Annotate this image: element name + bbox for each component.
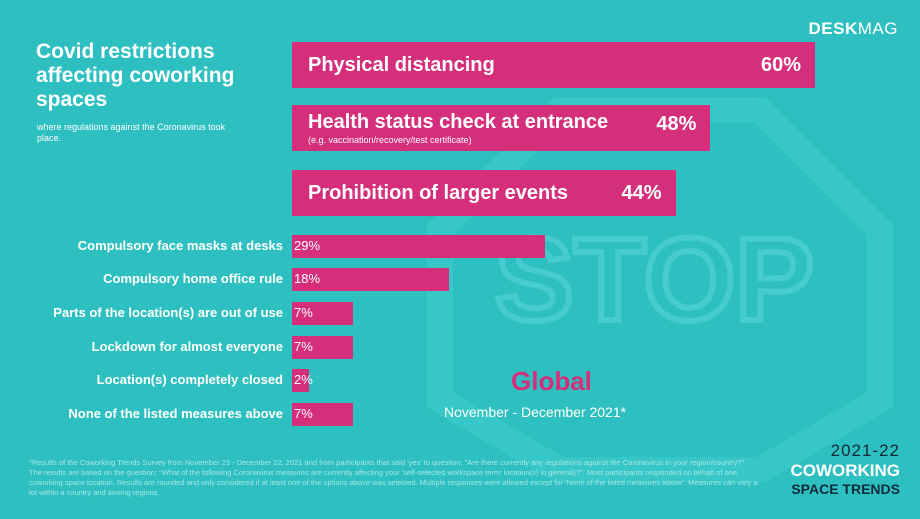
bar-5	[292, 268, 449, 291]
bar-1: Physical distancing 60%	[292, 42, 815, 88]
brand-part2: MAG	[857, 19, 898, 38]
bar-6	[292, 302, 354, 325]
trends-line2: SPACE TRENDS	[791, 481, 900, 497]
bar-value-6: 7%	[294, 305, 313, 320]
bar-4	[292, 235, 545, 258]
chart-title: Covid restrictions affecting coworking s…	[36, 40, 235, 111]
bar-label-8: Location(s) completely closed	[96, 372, 283, 387]
bar-2: Health status check at entrance 48% (e.g. …	[292, 105, 711, 151]
bar-label-3: Prohibition of larger events	[308, 182, 569, 204]
bar-note-2: (e.g. vaccination/recovery/test certific…	[308, 135, 472, 145]
bar-label-9: None of the listed measures above	[68, 406, 283, 421]
stop-text: STOP	[495, 214, 814, 346]
chart-subtitle: where regulations against the Coronaviru…	[37, 122, 226, 143]
bar-8	[292, 369, 310, 392]
bar-label-5: Compulsory home office rule	[103, 271, 283, 286]
trends-years: 2021-22	[830, 441, 900, 460]
bar-label-2: Health status check at entrance	[308, 111, 609, 133]
bar-9	[292, 403, 354, 426]
trends-logo: 2021-22 COWORKING SPACE TRENDS	[790, 441, 900, 497]
bar-3: Prohibition of larger events 44%	[292, 170, 676, 216]
bar-label-6: Parts of the location(s) are out of use	[53, 305, 283, 320]
bar-value-5: 18%	[294, 271, 321, 286]
region-label: Global	[511, 366, 592, 396]
footnote: *Results of the Coworking Trends Survey …	[29, 458, 758, 497]
bar-label-1: Physical distancing	[308, 54, 495, 76]
brand-part1: DESK	[808, 19, 858, 38]
bar-value-7: 7%	[294, 339, 313, 354]
bar-value-2: 48%	[656, 113, 697, 135]
bar-label-7: Lockdown for almost everyone	[91, 339, 283, 354]
bar-value-8: 2%	[294, 372, 313, 387]
bar-label-4: Compulsory face masks at desks	[77, 238, 283, 253]
period-label: November - December 2021*	[444, 404, 627, 420]
bar-value-3: 44%	[621, 182, 662, 204]
trends-line1: COWORKING	[790, 461, 900, 480]
bar-value-4: 29%	[294, 238, 321, 253]
bar-7	[292, 336, 354, 359]
bar-value-9: 7%	[294, 406, 313, 421]
brand-logo: DESKMAG	[809, 19, 898, 39]
bar-value-1: 60%	[760, 54, 801, 76]
